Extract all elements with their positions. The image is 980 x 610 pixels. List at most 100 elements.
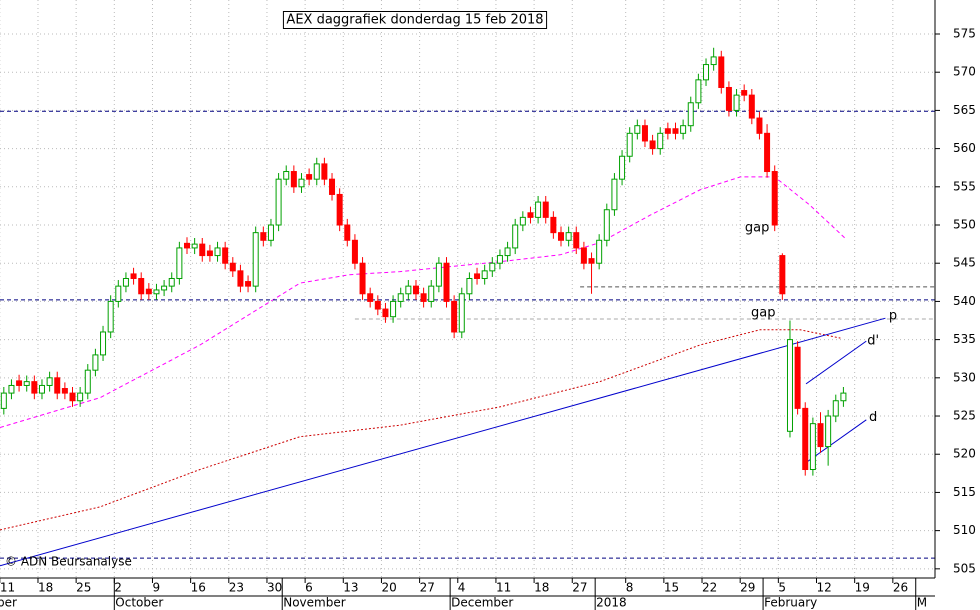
candle-body bbox=[657, 132, 664, 150]
x-tick-label: 2 bbox=[114, 581, 122, 595]
candle-body bbox=[351, 239, 358, 264]
candle-body bbox=[725, 86, 732, 111]
candle-body bbox=[825, 415, 832, 448]
line-series bbox=[805, 419, 867, 464]
x-tick-label: 18 bbox=[38, 581, 53, 595]
x-tick-label: 11 bbox=[0, 581, 15, 595]
candle-body bbox=[535, 201, 542, 218]
candle-body bbox=[611, 178, 618, 211]
candle-body bbox=[512, 224, 519, 249]
candle-body bbox=[489, 262, 496, 272]
line-series bbox=[0, 176, 846, 428]
candle-body bbox=[130, 273, 137, 279]
y-tick-label: 525 bbox=[953, 409, 976, 423]
candle-body bbox=[321, 163, 328, 180]
candle-body bbox=[237, 270, 244, 287]
y-tick-label: 565 bbox=[953, 103, 976, 117]
line-series bbox=[0, 317, 886, 567]
candle-body bbox=[0, 392, 7, 409]
y-tick-label: 535 bbox=[953, 332, 976, 346]
candle-body bbox=[466, 277, 473, 295]
candle-body bbox=[329, 178, 336, 195]
candle-body bbox=[16, 380, 23, 386]
candle-body bbox=[519, 216, 526, 226]
candle-body bbox=[626, 132, 633, 157]
marks bbox=[0, 47, 935, 567]
candle-body bbox=[412, 285, 419, 295]
x-tick-label: 23 bbox=[229, 581, 244, 595]
candle-body bbox=[260, 232, 267, 241]
candle-body bbox=[367, 293, 374, 302]
candle-body bbox=[145, 288, 152, 295]
candle-body bbox=[748, 94, 755, 119]
candle-body bbox=[710, 56, 717, 66]
candle-body bbox=[786, 339, 793, 432]
x-tick-label: 30 bbox=[267, 581, 282, 595]
x-tick-label: 11 bbox=[496, 581, 511, 595]
x-tick-label: 20 bbox=[381, 581, 396, 595]
candle-body bbox=[359, 262, 366, 295]
annotation: d' bbox=[867, 334, 879, 349]
candle-body bbox=[229, 262, 236, 272]
candle-body bbox=[588, 258, 595, 264]
candle-body bbox=[580, 247, 587, 264]
candle-body bbox=[283, 171, 290, 180]
candle-body bbox=[405, 285, 412, 295]
candle-body bbox=[184, 242, 190, 249]
grid bbox=[0, 0, 935, 578]
x-tick-label: 12 bbox=[817, 581, 832, 595]
y-tick-label: 510 bbox=[953, 523, 976, 537]
candle-body bbox=[428, 285, 435, 302]
candle-body bbox=[680, 125, 687, 134]
candle-body bbox=[168, 277, 175, 287]
y-tick-label: 540 bbox=[953, 294, 976, 308]
candle-body bbox=[550, 216, 557, 234]
candle-body bbox=[138, 277, 145, 295]
candle-body bbox=[733, 94, 740, 111]
y-tick-label: 550 bbox=[953, 218, 976, 232]
candle-body bbox=[504, 247, 511, 257]
candle-body bbox=[634, 125, 641, 134]
candle-body bbox=[794, 346, 801, 409]
x-tick-label: 19 bbox=[855, 581, 870, 595]
candle-body bbox=[741, 90, 748, 96]
candle-body bbox=[435, 262, 442, 287]
candle-body bbox=[245, 281, 252, 287]
candle-body bbox=[695, 79, 702, 104]
candle-body bbox=[298, 178, 305, 188]
candle-body bbox=[703, 64, 710, 81]
candle-body bbox=[451, 300, 458, 333]
candle-body bbox=[313, 163, 320, 180]
annotation: p bbox=[889, 308, 897, 323]
candle-body bbox=[687, 102, 694, 127]
candle-body bbox=[214, 247, 221, 257]
candle-body bbox=[756, 117, 763, 134]
candle-body bbox=[222, 247, 229, 264]
candle-body bbox=[802, 407, 809, 471]
x-tick-label: 25 bbox=[76, 581, 91, 595]
candle-body bbox=[672, 128, 679, 134]
candle-body bbox=[153, 289, 160, 295]
candle-body bbox=[115, 285, 122, 302]
candle-body bbox=[191, 243, 198, 249]
annotation: d bbox=[869, 410, 877, 425]
month-label: ber bbox=[0, 596, 17, 610]
candle-body bbox=[443, 262, 450, 302]
candle-body bbox=[649, 140, 656, 150]
candle-body bbox=[397, 293, 404, 302]
candle-body bbox=[565, 232, 572, 241]
candle-body bbox=[374, 300, 381, 310]
candle-body bbox=[84, 369, 91, 394]
candle-body bbox=[23, 381, 30, 386]
candle-body bbox=[69, 392, 76, 402]
x-tick-label: 5 bbox=[778, 581, 786, 595]
candle-body bbox=[206, 250, 213, 257]
candle-body bbox=[199, 243, 206, 257]
annotation: gap bbox=[745, 221, 769, 236]
y-tick-label: 520 bbox=[953, 447, 976, 461]
y-tick-label: 570 bbox=[953, 65, 976, 79]
x-tick-label: 29 bbox=[740, 581, 755, 595]
candle-body bbox=[382, 308, 389, 318]
